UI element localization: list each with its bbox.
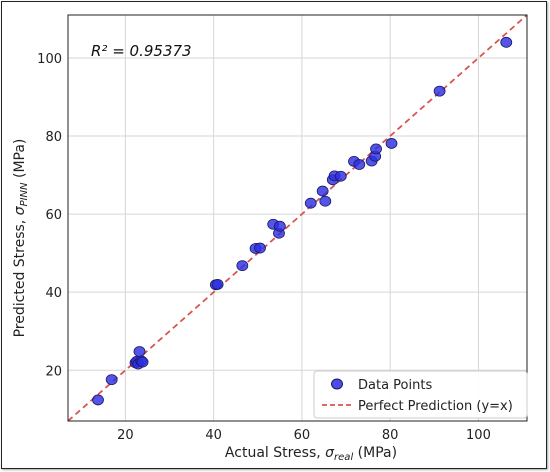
x-tick-label: 20 [117,428,134,443]
data-point [254,242,266,254]
data-point [500,36,513,48]
data-point [273,220,286,232]
data-point [353,159,366,170]
y-tick-label: 100 [37,52,62,67]
legend-marker-data-points [331,378,343,390]
y-tick-label: 60 [45,208,62,223]
x-tick-labels: 20 40 60 80 100 [117,428,491,443]
data-point [370,143,382,155]
x-tick-label: 40 [205,428,222,443]
x-tick-label: 60 [294,428,311,443]
data-point [136,356,149,368]
legend-box [313,370,528,419]
data-point [133,346,146,357]
x-tick-label: 80 [382,428,399,443]
data-point [304,197,317,209]
legend-label-data-points: Data Points [358,378,432,393]
data-point [236,260,249,272]
data-point [211,278,224,290]
x-tick-label: 100 [466,428,491,443]
data-point [319,195,332,207]
x-axis-label: Actual Stress, σreal (MPa) [225,445,397,463]
y-gridlines [68,57,527,371]
r-squared-annotation: R² = 0.95373 [91,42,192,60]
data-point [92,394,104,406]
plot-area-border [67,14,528,422]
y-tick-label: 80 [45,130,62,145]
y-tick-labels: 20 40 60 80 100 [37,52,62,379]
data-point [316,185,329,197]
legend-label-perfect-prediction: Perfect Prediction (y=x) [358,399,513,414]
data-point [385,138,398,149]
y-axis-label: Predicted Stress, σPINN (MPa) [12,139,30,338]
data-point [105,374,118,386]
data-point [334,170,347,182]
y-tick-label: 20 [45,364,62,379]
data-point [433,85,446,97]
data-points-layer [92,36,513,406]
x-gridlines [124,15,479,421]
y-tick-label: 40 [45,286,62,301]
legend: Data Points Perfect Prediction (y=x) [313,370,528,419]
